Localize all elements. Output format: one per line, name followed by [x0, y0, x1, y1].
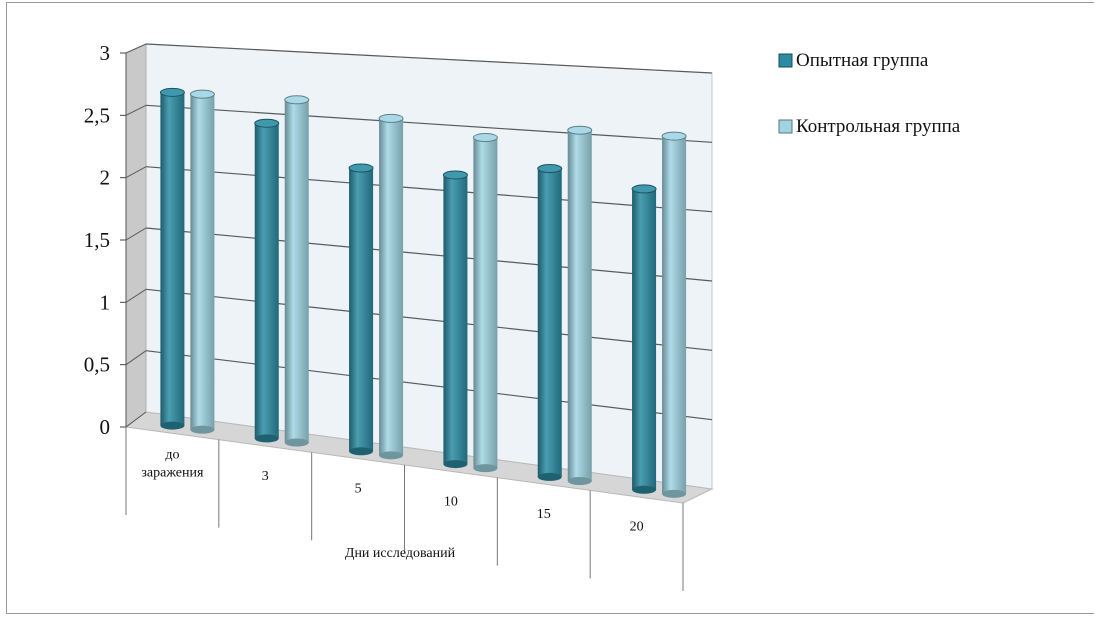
- bar: [537, 164, 563, 481]
- bar: [631, 184, 657, 494]
- gridlines: [125, 43, 713, 428]
- y-tick-label: 1,5: [84, 228, 110, 252]
- bar: [442, 170, 468, 469]
- legend-swatch: [778, 53, 793, 68]
- side-wall: [125, 43, 147, 428]
- gridline-side: [125, 43, 147, 54]
- gridline: [145, 350, 713, 421]
- bar: [348, 163, 374, 456]
- gridline: [145, 43, 713, 74]
- y-tick-label: 2,5: [84, 103, 110, 127]
- legend-label: Опытная группа: [796, 50, 929, 71]
- x-tick-label: до: [165, 447, 179, 462]
- x-axis-label: Дни исследований: [345, 546, 456, 561]
- y-tick-label: 0,5: [84, 353, 110, 377]
- x-tick-label: 15: [537, 507, 551, 522]
- y-tick-label: 2: [100, 166, 111, 190]
- x-tick-label: заражения: [141, 465, 204, 480]
- gridline: [145, 288, 713, 351]
- bar: [189, 89, 215, 434]
- y-tick-label: 3: [100, 41, 111, 65]
- legend: Опытная группа Контрольная группа: [778, 50, 961, 137]
- y-tick-label: 0: [100, 415, 111, 439]
- gridline-side: [125, 288, 147, 303]
- gridline: [145, 227, 713, 282]
- legend-swatch: [778, 119, 793, 134]
- bar: [472, 133, 498, 473]
- bar: [254, 118, 280, 443]
- bar: [378, 113, 404, 460]
- gridline-side: [125, 350, 147, 366]
- bar: [661, 131, 687, 498]
- gridline-side: [125, 104, 147, 116]
- gridline-side: [125, 411, 147, 428]
- bar: [159, 87, 185, 430]
- y-axis-ticks: 0 0,5 1 1,5 2 2,5 3: [84, 41, 127, 439]
- gridline-side: [125, 166, 147, 179]
- x-tick-label: 5: [355, 482, 362, 497]
- x-tick-label: 3: [262, 469, 269, 484]
- x-axis: до заражения 3 5 10 15 20: [125, 427, 684, 591]
- legend-label: Контрольная группа: [796, 116, 961, 137]
- bar: [567, 125, 593, 486]
- gridline: [145, 104, 713, 143]
- x-tick-label: 10: [444, 494, 458, 509]
- y-tick-label: 1: [100, 290, 111, 314]
- bar: [284, 95, 310, 447]
- bars: [159, 87, 687, 498]
- gridline-side: [125, 227, 147, 241]
- gridline: [145, 166, 713, 213]
- x-tick-label: 20: [630, 520, 644, 535]
